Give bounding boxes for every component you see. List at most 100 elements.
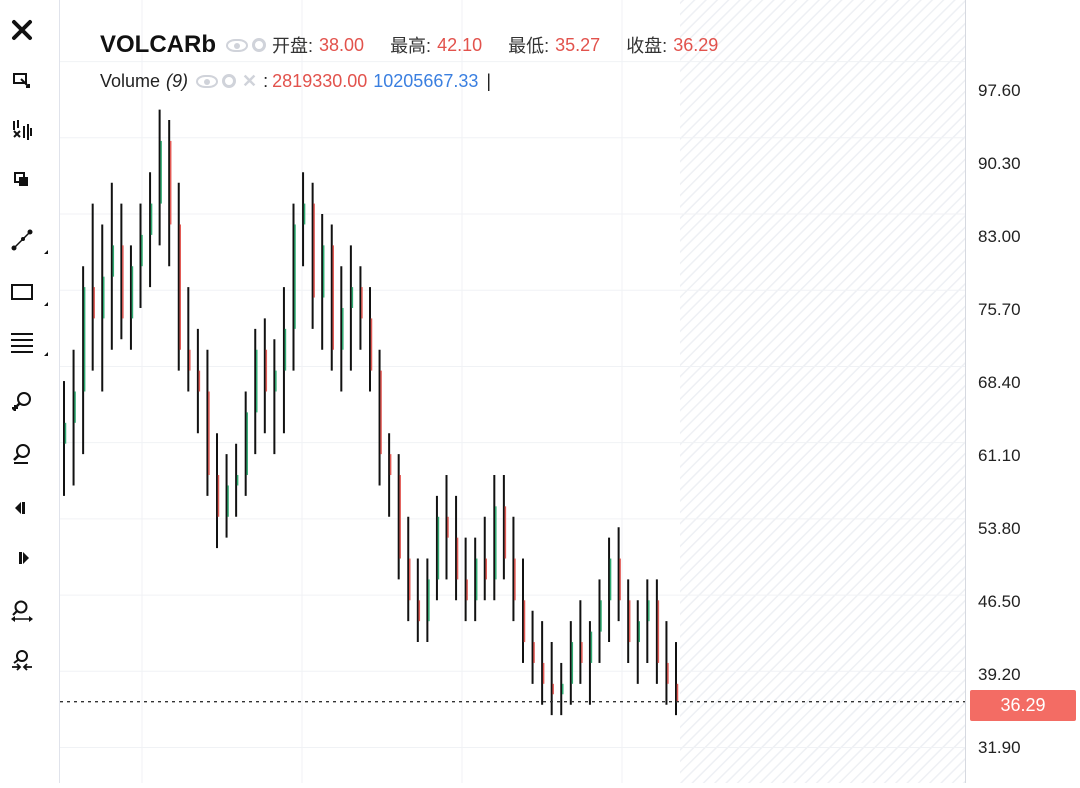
price-axis-label: 46.50 [978,592,1021,611]
ohlc-bar [292,203,296,371]
clone-icon[interactable] [6,164,38,196]
submenu-caret-icon [44,250,48,254]
ohlc-bar [435,495,440,601]
ohlc-bar [617,527,621,622]
ohlc-bar [235,443,239,517]
ohlc-chart[interactable] [60,0,965,783]
ohlc-bar [445,475,449,580]
ohlc-bar [388,433,392,517]
price-axis-label: 90.30 [978,154,1021,173]
ohlc-bar [158,109,162,246]
ohlc-bar [493,475,497,601]
chart-plot-area[interactable] [60,0,965,783]
low-label: 最低: [508,36,550,56]
ohlc-bar [91,203,95,371]
trend-line-icon[interactable] [6,224,48,256]
volume-legend: Volume (9) ✕ : 2819330.00 10205667.33 | [100,68,491,94]
submenu-caret-icon [44,352,48,356]
ohlc-bar [225,454,229,538]
close-label: 收盘: [626,36,668,56]
ohlc-bar [646,579,650,663]
ohlc-bar [216,433,220,549]
symbol-legend: VOLCARb 开盘: 38.00 最高: 42.10 最低: 35.27 收盘… [100,28,736,62]
ohlc-bar [206,349,210,496]
zoom-in-icon[interactable] [6,386,38,418]
price-axis-label: 53.80 [978,519,1021,538]
price-axis-label: 31.90 [978,738,1021,757]
ohlc-bar [675,642,679,716]
ohlc-bar [168,120,172,267]
ohlc-bar [340,266,344,392]
ohlc-bar [72,349,76,486]
zoom-out-icon[interactable] [6,438,38,470]
ohlc-bar [110,182,115,350]
ohlc-bar [330,224,334,371]
drawing-toolbar [0,0,60,783]
scroll-right-icon[interactable] [6,542,38,574]
gear-icon[interactable] [252,38,266,52]
open-label: 开盘: [272,36,314,56]
volume-study-name[interactable]: Volume [100,70,161,91]
ohlc-bar [263,318,268,434]
ohlc-bar [608,537,612,643]
ohlc-bar [665,621,669,705]
ohlc-bar [464,537,468,622]
ohlc-bar [187,287,191,392]
price-axis[interactable]: 97.60 90.30 83.00 75.70 68.40 61.10 53.8… [965,0,1080,783]
ohlc-bar [598,579,602,663]
ohlc-bar [474,537,478,622]
ohlc-bar [397,454,401,580]
select-cursor-icon[interactable] [6,64,38,96]
ohlc-bar [311,182,315,329]
ohlc-bar [321,214,325,350]
ohlc-bar [139,203,143,308]
zoom-fit-icon[interactable] [6,596,38,628]
ohlc-bar [282,287,287,434]
volume-value-2: 10205667.33 [373,70,479,91]
future-area-hatch [680,0,965,783]
close-icon[interactable]: ✕ [242,70,258,91]
horizontal-lines-icon[interactable] [6,326,48,358]
price-axis-label: 75.70 [978,300,1021,319]
open-value: 38.00 [319,34,365,55]
ohlc-bar [359,266,363,350]
close-icon[interactable] [6,14,38,46]
gear-icon[interactable] [222,74,237,88]
ohlc-bar [522,558,526,663]
ohlc-bar [149,172,153,288]
ohlc-bar [483,516,487,601]
ohlc-bar [588,621,593,705]
last-price-tag: 36.29 [970,690,1076,721]
ohlc-bar [369,287,373,392]
volume-colon: : [263,70,269,91]
price-axis-label: 97.60 [978,81,1021,100]
eye-icon[interactable] [196,74,219,88]
ohlc-bar [349,245,354,371]
ohlc-bar [120,203,124,340]
eye-icon[interactable] [226,38,248,52]
ohlc-bar [531,610,535,684]
ohlc-bar [378,349,382,486]
price-axis-label: 83.00 [978,227,1021,246]
volume-study-param: (9) [166,70,189,91]
price-axis-label: 39.20 [978,665,1021,684]
ohlc-bar [569,621,574,705]
ohlc-bar [244,391,248,496]
ohlc-bar [541,621,545,705]
ohlc-bar [302,172,306,267]
ohlc-bar [550,642,554,716]
ohlc-bar [455,495,459,601]
symbol-name[interactable]: VOLCARb [100,31,216,58]
text-cursor: | [486,70,492,91]
ohlc-bar [196,328,201,434]
crosshair-bars-icon[interactable] [6,114,38,146]
ohlc-bar [560,662,564,716]
ohlc-bar [416,558,421,643]
ohlc-bar [502,475,507,580]
rectangle-icon[interactable] [6,276,48,308]
zoom-reset-icon[interactable] [6,646,38,678]
scroll-left-icon[interactable] [6,492,38,524]
ohlc-bar [636,600,640,684]
ohlc-bar [407,516,411,622]
ohlc-bar [177,182,181,371]
